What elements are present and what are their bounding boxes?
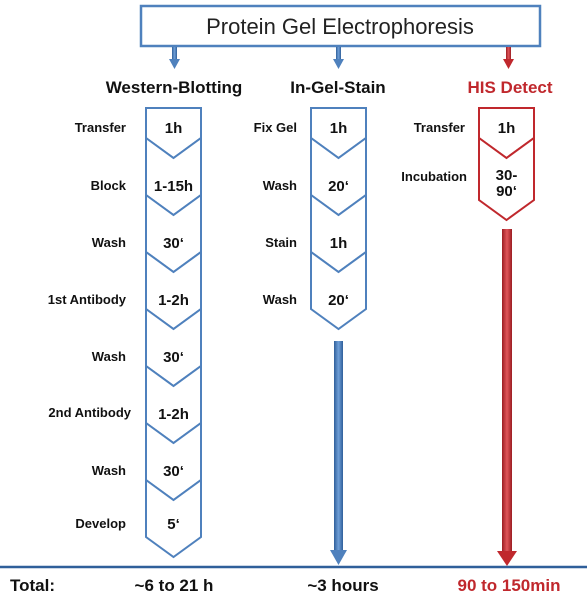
- step-label: Incubation: [401, 169, 467, 184]
- title-arrow-ingel: [333, 47, 344, 69]
- step-duration: 30‘: [163, 463, 184, 480]
- his-detect-arrow: [497, 229, 517, 566]
- western-blotting-steps: Transfer 1h Block 1-15h Wash 30‘ 1st Ant…: [48, 107, 202, 559]
- step-duration: 20‘: [328, 292, 349, 309]
- step-label: Block: [91, 178, 127, 193]
- step-duration: 30‘: [163, 349, 184, 366]
- chevron: [145, 478, 202, 559]
- in-gel-stain-steps: Fix Gel 1h Wash 20‘ Stain 1h Wash 20‘: [254, 107, 367, 331]
- step-duration: 1h: [498, 120, 516, 137]
- step-label: Transfer: [75, 120, 126, 135]
- step-label: 1st Antibody: [48, 292, 127, 307]
- step-label: Develop: [75, 516, 126, 531]
- chevron: [310, 250, 367, 331]
- header-in-gel-stain: In-Gel-Stain: [290, 78, 385, 97]
- his-detect-steps: Transfer 1h Incubation 30-90‘: [401, 107, 535, 222]
- step-label: 2nd Antibody: [48, 405, 131, 420]
- step-duration: 1h: [165, 120, 183, 137]
- step-duration: 1h: [330, 120, 348, 137]
- title-arrow-his: [503, 47, 514, 69]
- step-duration: 1-2h: [158, 406, 189, 423]
- step-duration: 1h: [330, 235, 348, 252]
- step-label: Wash: [92, 235, 126, 250]
- step-label: Fix Gel: [254, 120, 297, 135]
- header-his-detect: HIS Detect: [467, 78, 552, 97]
- step-label: Wash: [92, 349, 126, 364]
- step-duration: 20‘: [328, 178, 349, 195]
- total-his-detect: 90 to 150min: [458, 576, 561, 595]
- step-label: Transfer: [414, 120, 465, 135]
- total-in-gel-stain: ~3 hours: [307, 576, 378, 595]
- step-label: Wash: [263, 178, 297, 193]
- step-duration: 30-90‘: [496, 167, 518, 200]
- in-gel-stain-arrow: [330, 341, 347, 565]
- total-label: Total:: [10, 576, 55, 595]
- step-duration: 30‘: [163, 235, 184, 252]
- step-label: Wash: [263, 292, 297, 307]
- step-duration: 5‘: [167, 516, 180, 533]
- step-duration: 1-2h: [158, 292, 189, 309]
- total-western-blotting: ~6 to 21 h: [135, 576, 214, 595]
- header-western-blotting: Western-Blotting: [106, 78, 243, 97]
- step-duration: 1-15h: [154, 178, 193, 195]
- title-arrow-western: [169, 47, 180, 69]
- title-box: [139, 4, 542, 48]
- step-label: Stain: [265, 235, 297, 250]
- chevron: [478, 136, 535, 222]
- step-label: Wash: [92, 463, 126, 478]
- page-title: Protein Gel Electrophoresis: [206, 14, 474, 39]
